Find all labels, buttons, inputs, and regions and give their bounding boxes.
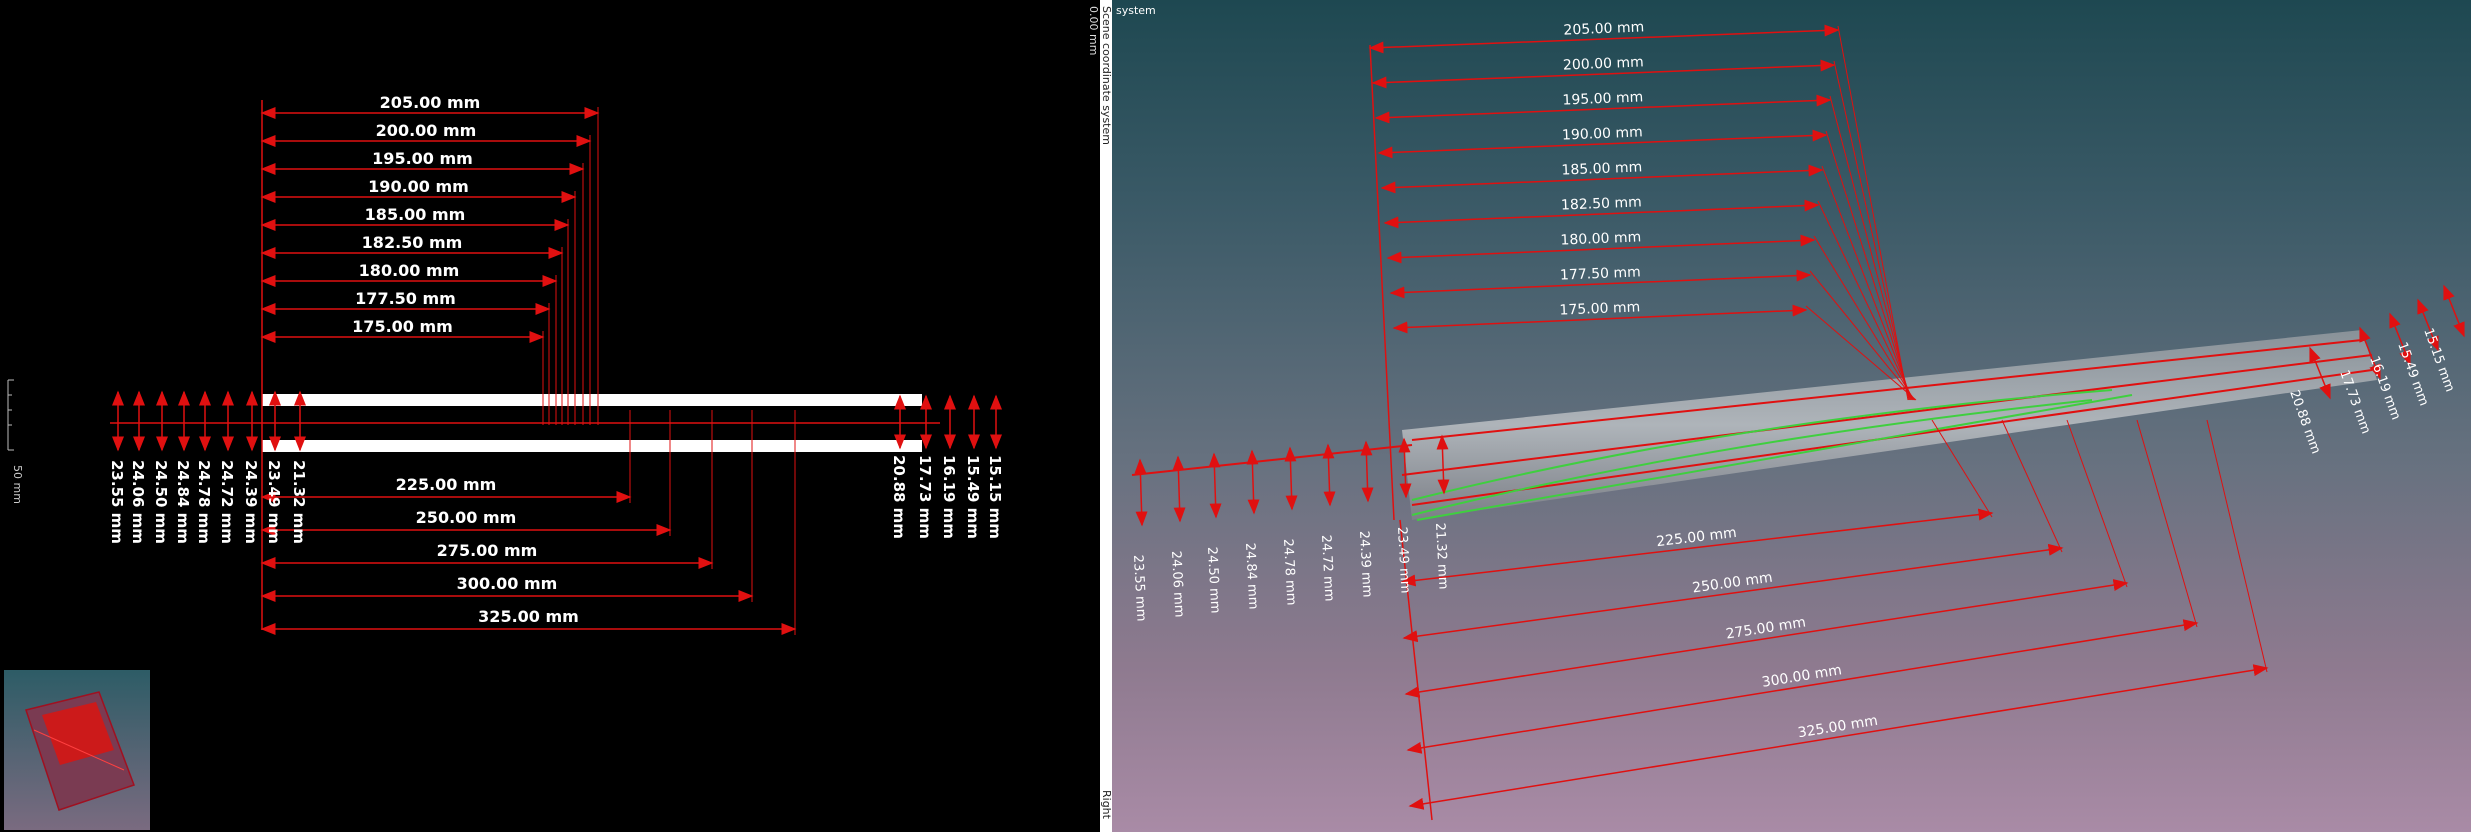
top-dimension-label-3d: 185.00 mm xyxy=(1561,159,1642,178)
diameter-label: 24.72 mm xyxy=(218,460,236,544)
top-dimension-label: 182.50 mm xyxy=(362,233,463,252)
top-dimension-label-3d: 177.50 mm xyxy=(1560,264,1641,283)
top-dimension-label: 180.00 mm xyxy=(359,261,460,280)
bottom-dimension-label: 325.00 mm xyxy=(478,607,579,626)
bottom-dimension-label: 225.00 mm xyxy=(396,475,497,494)
diameter-label: 24.06 mm xyxy=(129,460,147,544)
top-dimension-label-3d: 190.00 mm xyxy=(1562,124,1643,143)
top-dimension-label-3d: 200.00 mm xyxy=(1563,54,1644,73)
diameter-label-3d: 21.32 mm xyxy=(1432,522,1450,589)
viewport-divider[interactable]: Scene coordinate system 0.00 mm Right xyxy=(1087,0,1113,832)
scene-coordinate-value: 0.00 mm xyxy=(1087,6,1100,56)
bottom-dimension-label: 250.00 mm xyxy=(416,508,517,527)
navigation-minimap[interactable] xyxy=(4,670,150,830)
right-drawing: 205.00 mm 200.00 mm 195.00 mm 190.00 mm 185.… xyxy=(1130,19,2465,821)
left-drawing: 50 mm 205.00 mm 200.00 mm 195.00 mm 190.00 … xyxy=(7,93,1004,635)
diameter-label-3d: 24.39 mm xyxy=(1356,530,1374,597)
bottom-dimension-label: 300.00 mm xyxy=(457,574,558,593)
orthographic-viewport[interactable]: 50 mm 205.00 mm 200.00 mm 195.00 mm 190.00 … xyxy=(0,0,1110,832)
bottom-dimension-label-3d: 225.00 mm xyxy=(1656,525,1738,550)
diameter-label-3d: 24.50 mm xyxy=(1204,546,1222,613)
diameter-label-3d: 23.55 mm xyxy=(1130,554,1148,621)
tube-3d xyxy=(1401,330,2377,521)
diameter-label: 23.49 mm xyxy=(265,460,283,544)
scale-label: 50 mm xyxy=(11,465,24,504)
diameter-label: 20.88 mm xyxy=(890,455,908,539)
diameter-label: 15.49 mm xyxy=(964,455,982,539)
diameter-label-3d: 24.72 mm xyxy=(1318,534,1336,601)
top-dimension-label-3d: 182.50 mm xyxy=(1561,194,1642,213)
diameter-label-3d: 15.15 mm xyxy=(2420,326,2457,394)
view-name-label: Right xyxy=(1100,790,1113,819)
diameter-label-3d: 15.49 mm xyxy=(2394,340,2431,408)
diameter-label: 24.39 mm xyxy=(242,460,260,544)
top-dimension-label: 175.00 mm xyxy=(352,317,453,336)
diameter-label: 21.32 mm xyxy=(290,460,308,544)
top-dimension-label: 177.50 mm xyxy=(355,289,456,308)
top-dimension-label: 195.00 mm xyxy=(372,149,473,168)
diameter-label-3d: 24.78 mm xyxy=(1280,538,1298,605)
top-dimension-label: 185.00 mm xyxy=(365,205,466,224)
diameter-label-3d: 20.88 mm xyxy=(2286,388,2323,456)
diameter-label-3d: 24.84 mm xyxy=(1242,542,1260,609)
diameter-label: 24.84 mm xyxy=(174,460,192,544)
diameter-label-3d: 16.19 mm xyxy=(2366,354,2403,422)
diameter-label-3d: 23.49 mm xyxy=(1394,526,1412,593)
top-dimension-label: 200.00 mm xyxy=(376,121,477,140)
diameter-label: 16.19 mm xyxy=(940,455,958,539)
top-dimension-label: 190.00 mm xyxy=(368,177,469,196)
top-dimension-label-3d: 180.00 mm xyxy=(1560,229,1641,248)
diameter-group: 23.55 mm 24.06 mm 24.50 mm 24.84 mm 24.78 mm… xyxy=(108,390,1004,544)
scene-coordinate-label: Scene coordinate system xyxy=(1100,6,1113,145)
top-dimension-label: 205.00 mm xyxy=(380,93,481,112)
diameter-label-3d: 24.06 mm xyxy=(1168,550,1186,617)
top-dimension-group-3d: 205.00 mm 200.00 mm 195.00 mm 190.00 mm 185.… xyxy=(1368,19,1917,521)
diameter-label: 24.50 mm xyxy=(152,460,170,544)
scale-bar xyxy=(7,379,14,451)
diameter-label: 15.15 mm xyxy=(986,455,1004,539)
minimap-cube-icon xyxy=(25,691,135,811)
bottom-dimension-label: 275.00 mm xyxy=(437,541,538,560)
system-label: system xyxy=(1116,4,1156,17)
diameter-label: 17.73 mm xyxy=(916,455,934,539)
perspective-viewport[interactable]: system 205.00 mm 200.00 mm 195.00 mm 190.00… xyxy=(1112,0,2471,832)
top-dimension-label-3d: 195.00 mm xyxy=(1562,89,1643,108)
top-dimension-group: 205.00 mm 200.00 mm 195.00 mm 190.00 mm 185.… xyxy=(260,93,600,630)
tube-outline xyxy=(262,394,940,452)
diameter-label: 23.55 mm xyxy=(108,460,126,544)
top-dimension-label-3d: 175.00 mm xyxy=(1559,299,1640,318)
diameter-label: 24.78 mm xyxy=(195,460,213,544)
top-dimension-label-3d: 205.00 mm xyxy=(1563,19,1644,38)
bottom-dimension-group: 225.00 mm 250.00 mm 275.00 mm 300.00 mm 325.… xyxy=(260,410,797,635)
